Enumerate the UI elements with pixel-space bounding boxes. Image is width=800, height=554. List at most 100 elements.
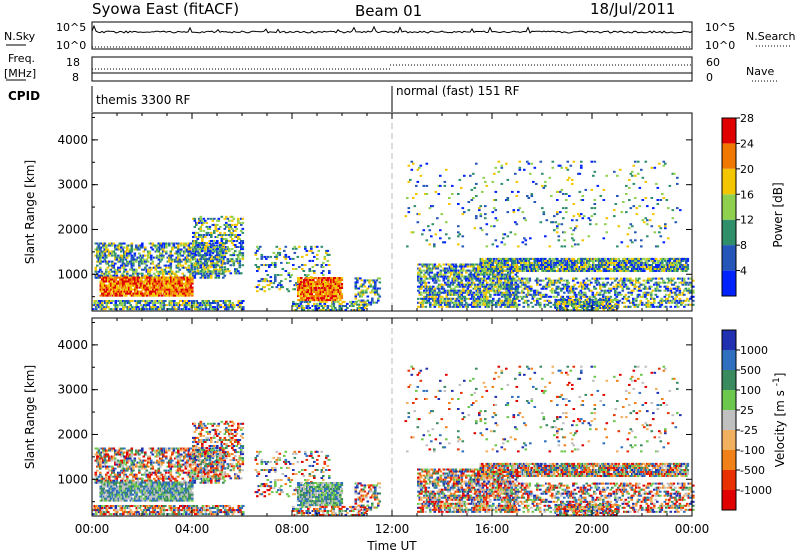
scatter-cell — [100, 256, 104, 259]
scatter-cell — [176, 308, 179, 311]
scatter-cell — [193, 250, 197, 253]
scatter-cell — [321, 279, 324, 282]
scatter-cell — [358, 309, 361, 312]
scatter-cell — [572, 264, 576, 267]
scatter-cell — [173, 280, 176, 283]
scatter-cell — [325, 279, 329, 282]
scatter-cell — [141, 262, 144, 265]
scatter-cell — [301, 287, 305, 290]
scatter-cell — [484, 293, 488, 296]
scatter-cell — [158, 294, 161, 297]
scatter-cell — [572, 277, 575, 280]
scatter-cell — [289, 276, 292, 279]
scatter-cell — [354, 295, 358, 298]
scatter-cell — [511, 264, 514, 267]
scatter-cell — [614, 279, 617, 282]
scatter-cell — [465, 283, 468, 286]
scatter-cell — [231, 234, 234, 237]
scatter-cell — [365, 289, 368, 292]
scatter-cell — [168, 258, 171, 261]
scatter-cell — [484, 259, 487, 262]
scatter-cell — [460, 271, 464, 274]
scatter-cell — [619, 266, 622, 269]
scatter-cell — [312, 287, 315, 290]
scatter-cell — [593, 268, 597, 271]
scatter-cell — [524, 264, 528, 267]
scatter-cell — [155, 292, 158, 295]
scatter-cell — [487, 305, 491, 308]
scatter-cell — [328, 264, 331, 267]
scatter-cell — [157, 250, 161, 253]
scatter-cell — [117, 270, 120, 273]
scatter-cell — [613, 270, 616, 273]
scatter-cell — [210, 258, 213, 261]
scatter-cell — [623, 264, 627, 267]
scatter-cell — [460, 263, 464, 266]
scatter-cell — [442, 269, 446, 272]
scatter-cell — [298, 307, 301, 310]
scatter-cell — [498, 279, 501, 282]
scatter-cell — [560, 297, 563, 300]
scatter-cell — [152, 284, 155, 287]
scatter-cell — [506, 259, 510, 262]
scatter-cell — [175, 246, 179, 249]
scatter-cell — [612, 287, 616, 290]
scatter-cell — [627, 295, 631, 298]
scatter-cell — [300, 293, 303, 296]
scatter-cell — [111, 270, 114, 273]
scatter-cell — [317, 307, 321, 310]
scatter-cell — [474, 269, 477, 272]
scatter-cell — [325, 287, 329, 290]
scatter-cell — [510, 279, 514, 282]
scatter-cell — [225, 250, 228, 253]
scatter-cell — [177, 304, 181, 307]
scatter-cell — [307, 299, 311, 302]
scatter-cell — [128, 282, 131, 285]
scatter-cell — [148, 270, 152, 273]
scatter-cell — [168, 264, 171, 267]
scatter-cell — [195, 306, 199, 309]
scatter-cell — [497, 264, 501, 267]
scatter-cell — [503, 261, 507, 264]
scatter-cell — [237, 236, 240, 239]
scatter-cell — [436, 297, 440, 300]
scatter-cell — [585, 277, 589, 280]
scatter-cell — [266, 274, 270, 277]
scatter-cell — [537, 279, 541, 282]
scatter-cell — [466, 291, 470, 294]
scatter-cell — [183, 294, 187, 297]
scatter-cell — [538, 261, 541, 264]
scatter-cell — [498, 281, 501, 284]
scatter-cell — [444, 299, 447, 302]
scatter-cell — [420, 303, 423, 306]
scatter-cell — [648, 305, 652, 308]
scatter-cell — [477, 289, 480, 292]
scatter-cell — [168, 266, 171, 269]
scatter-cell — [521, 289, 524, 292]
scatter-cell — [371, 289, 374, 292]
scatter-cell — [624, 305, 628, 308]
scatter-cell — [139, 272, 143, 275]
scatter-cell — [142, 254, 146, 257]
scatter-cell — [623, 270, 627, 273]
scatter-cell — [235, 240, 239, 243]
scatter-cell — [353, 309, 357, 312]
scatter-cell — [483, 301, 486, 304]
scatter-cell — [137, 292, 140, 295]
scatter-cell — [228, 260, 231, 263]
scatter-cell — [460, 291, 464, 294]
scatter-cell — [586, 268, 589, 271]
scatter-cell — [213, 264, 216, 267]
scatter-cell — [125, 282, 128, 285]
scatter-cell — [104, 294, 107, 297]
scatter-cell — [114, 246, 117, 249]
scatter-cell — [525, 301, 529, 304]
scatter-cell — [194, 308, 197, 311]
scatter-cell — [300, 281, 303, 284]
scatter-cell — [159, 266, 162, 269]
scatter-cell — [204, 264, 207, 267]
scatter-cell — [319, 279, 323, 282]
scatter-cell — [606, 281, 610, 284]
scatter-cell — [350, 305, 354, 308]
scatter-cell — [177, 270, 180, 273]
